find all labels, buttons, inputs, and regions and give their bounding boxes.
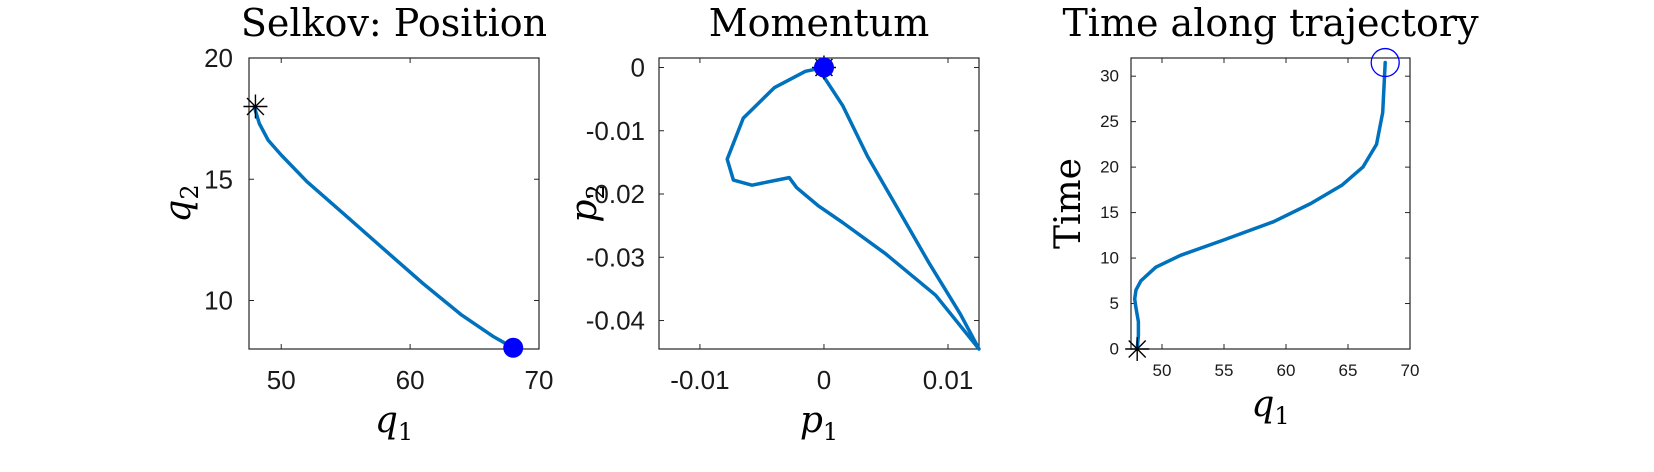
y-tick-label: -0.01	[586, 116, 645, 146]
x-tick-label: 70	[1401, 361, 1420, 380]
y-tick-label: 15	[204, 164, 233, 194]
x-tick-label: 65	[1339, 361, 1358, 380]
chart-title: Time along trajectory	[1062, 1, 1479, 45]
series-line	[725, 65, 981, 351]
chart-3: Time along trajectory 50 55 60 65 70 0 5 10 15 20 2…	[1048, 1, 1479, 430]
y-tick-label: -0.03	[586, 242, 645, 272]
x-tick-label: 0.01	[923, 365, 974, 395]
y-tick-label: 0	[1110, 340, 1119, 359]
asterisk-stroke	[246, 97, 265, 116]
x-axis-label: q1	[375, 400, 413, 446]
x-tick-label: 70	[525, 365, 554, 395]
x-axis-label: p1	[800, 400, 838, 446]
y-tick-label: 20	[204, 43, 233, 73]
y-axis-label: q2	[158, 184, 204, 222]
y-tick-label: 25	[1100, 112, 1119, 131]
y-tick-label: 20	[1100, 158, 1119, 177]
asterisk-stroke	[1128, 340, 1147, 358]
y-axis-label: Time	[1048, 158, 1089, 249]
x-tick-label: 50	[267, 365, 296, 395]
plot-frame	[1130, 57, 1411, 350]
end-marker-filled-circle	[813, 57, 834, 78]
y-tick-label: 15	[1100, 203, 1119, 222]
x-tick-label: 0	[817, 365, 831, 395]
series-line	[1132, 60, 1387, 351]
plot-frame	[248, 57, 540, 350]
start-marker-asterisk	[1125, 337, 1150, 361]
x-tick-label: 60	[1277, 361, 1296, 380]
y-tick-label: 10	[1100, 249, 1119, 268]
plot-frame	[658, 57, 980, 350]
y-tick-label: 5	[1110, 294, 1119, 313]
chart-title: Momentum	[709, 1, 930, 45]
end-marker-filled-circle	[503, 337, 524, 358]
x-tick-label: -0.01	[670, 365, 729, 395]
y-tick-label: 10	[204, 286, 233, 316]
x-tick-label: 50	[1153, 361, 1172, 380]
chart-1: Selkov: Position 50 60 70 10 15 20 q1 q2	[158, 1, 553, 446]
y-tick-label: 0	[631, 52, 645, 82]
series-line	[252, 104, 515, 350]
x-axis-label: q1	[1251, 384, 1289, 430]
y-tick-label: 30	[1100, 67, 1119, 86]
chart-2: Momentum -0.01 0 0.01 0 -0.01 -0.02 -0.03 -0.04 p…	[564, 1, 981, 446]
y-tick-label: -0.02	[586, 179, 645, 209]
x-tick-label: 55	[1215, 361, 1234, 380]
start-marker-asterisk	[243, 94, 268, 119]
y-axis-label: p2	[564, 184, 610, 222]
y-tick-label: -0.04	[586, 306, 645, 336]
x-tick-label: 60	[396, 365, 425, 395]
end-marker-open-circle	[1370, 47, 1400, 78]
chart-title: Selkov: Position	[241, 1, 547, 45]
